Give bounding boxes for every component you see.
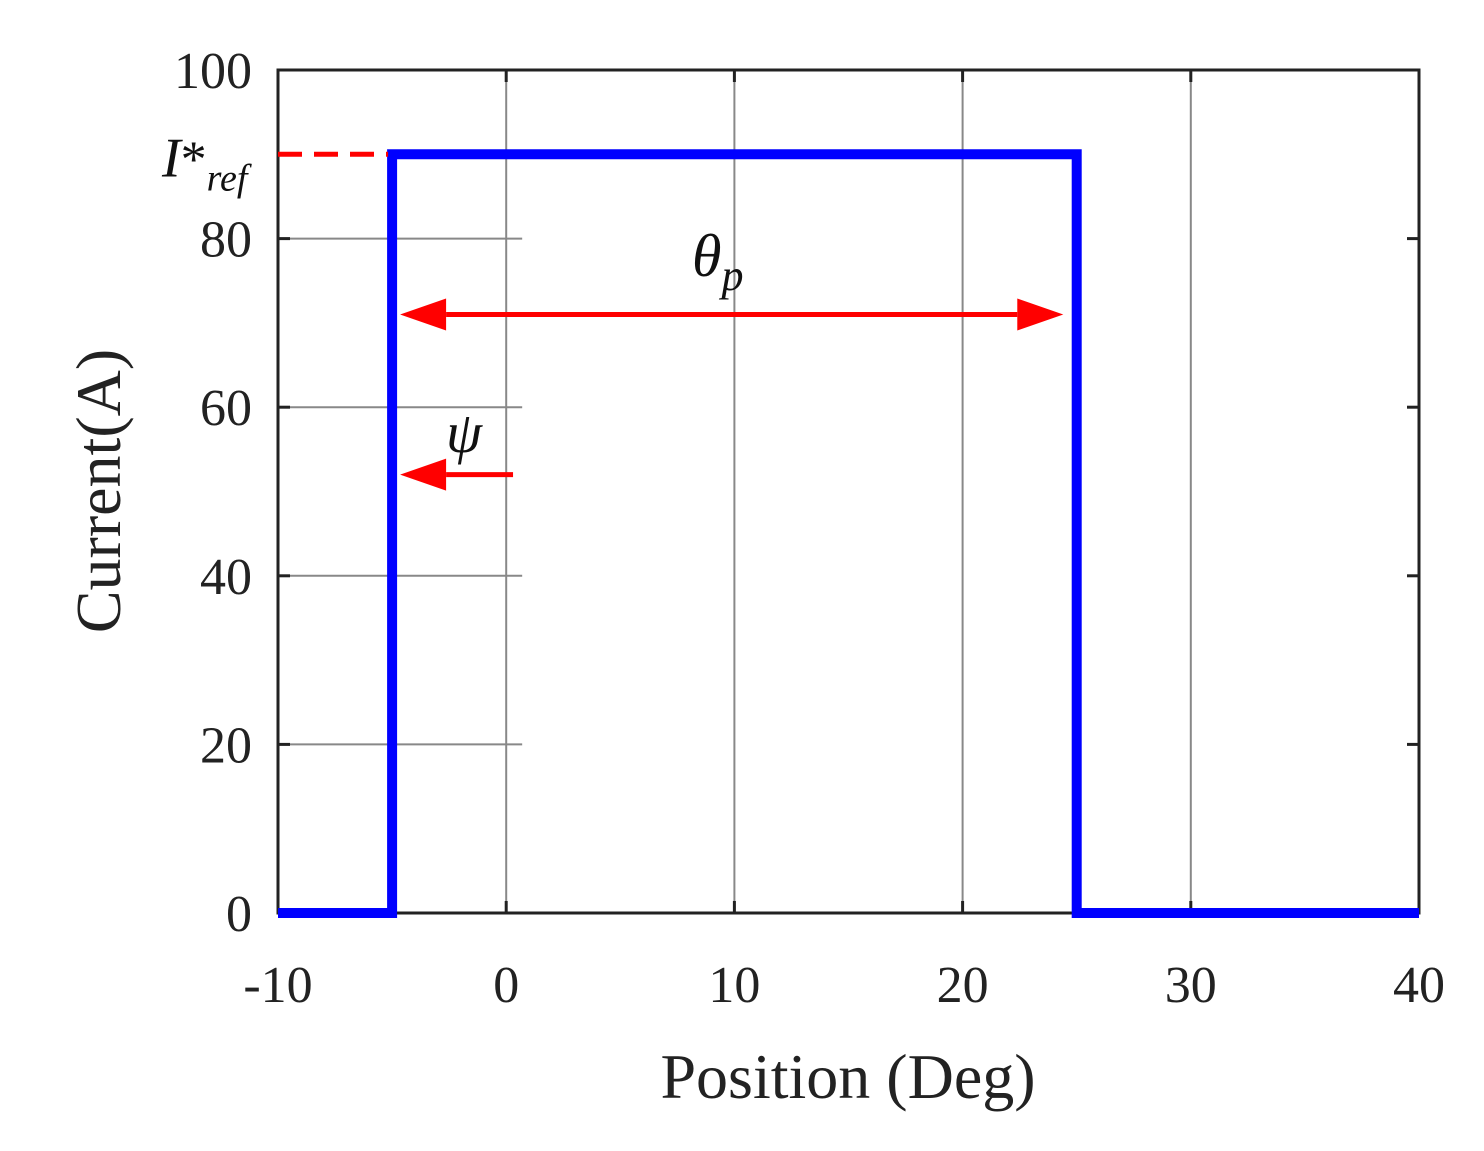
plot-frame xyxy=(276,68,1421,915)
psi-label: ψ xyxy=(446,400,483,465)
x-tick-label: 0 xyxy=(493,957,519,1014)
x-tick-label: 10 xyxy=(708,957,760,1014)
x-tick-labels: -10 0 10 20 30 40 xyxy=(243,957,1445,1014)
y-tick-label: 60 xyxy=(200,380,252,437)
y-tick-label: 100 xyxy=(174,43,252,100)
y-tick-label: 0 xyxy=(226,886,252,943)
theta-p-label: θp xyxy=(692,223,743,300)
theta-p-arrow xyxy=(400,298,1064,331)
y-tick-label: 20 xyxy=(200,717,252,774)
data-series xyxy=(278,149,1419,918)
annotations: I*ref θp ψ xyxy=(161,127,1064,491)
psi-arrow xyxy=(400,458,514,491)
x-axis-title: Position (Deg) xyxy=(660,1041,1035,1112)
x-tick-label: 30 xyxy=(1165,957,1217,1014)
x-tick-label: 20 xyxy=(937,957,989,1014)
current-series-line xyxy=(278,149,1419,918)
y-axis-title: Current(A) xyxy=(63,349,134,633)
grid-lines xyxy=(278,70,1192,913)
x-tick-label: 40 xyxy=(1393,957,1445,1014)
y-tick-label: 80 xyxy=(200,212,252,269)
plot-area xyxy=(278,70,1419,913)
x-tick-label: -10 xyxy=(243,957,312,1014)
iref-label: I*ref xyxy=(161,127,252,199)
y-tick-label: 40 xyxy=(200,549,252,606)
y-tick-labels: 0 20 40 60 80 100 xyxy=(174,43,252,943)
